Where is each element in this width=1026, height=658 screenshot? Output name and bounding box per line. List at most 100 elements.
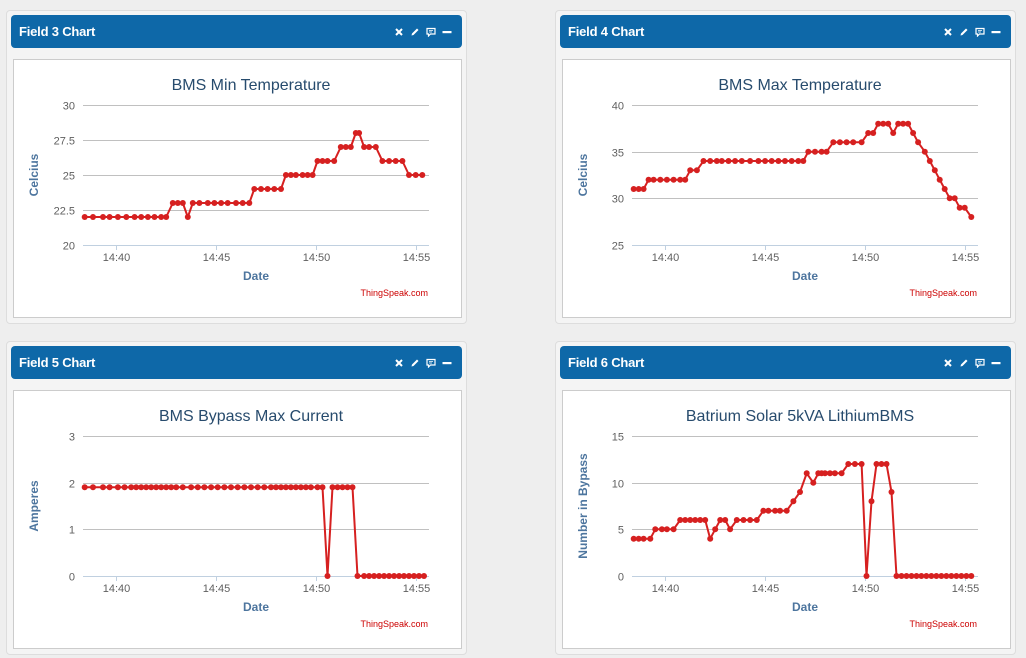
data-point[interactable] bbox=[936, 176, 943, 183]
data-point[interactable] bbox=[158, 484, 165, 491]
data-point[interactable] bbox=[251, 186, 258, 192]
data-point[interactable] bbox=[419, 172, 426, 178]
data-point[interactable] bbox=[943, 573, 950, 579]
data-point[interactable] bbox=[677, 517, 684, 523]
data-point[interactable] bbox=[258, 186, 264, 192]
data-point[interactable] bbox=[179, 484, 186, 491]
data-point[interactable] bbox=[214, 484, 221, 491]
data-point[interactable] bbox=[314, 484, 321, 491]
data-point[interactable] bbox=[324, 573, 331, 579]
data-point[interactable] bbox=[261, 484, 268, 491]
data-point[interactable] bbox=[396, 573, 403, 579]
data-point[interactable] bbox=[163, 214, 170, 220]
data-point[interactable] bbox=[707, 535, 714, 542]
data-point[interactable] bbox=[658, 526, 665, 533]
data-point[interactable] bbox=[732, 158, 739, 164]
data-point[interactable] bbox=[888, 489, 895, 495]
data-point[interactable] bbox=[81, 484, 88, 491]
data-point[interactable] bbox=[386, 158, 393, 164]
data-point[interactable] bbox=[131, 214, 138, 220]
data-point[interactable] bbox=[858, 139, 865, 146]
data-point[interactable] bbox=[196, 200, 203, 206]
data-point[interactable] bbox=[630, 186, 637, 192]
data-point[interactable] bbox=[713, 158, 720, 164]
data-point[interactable] bbox=[951, 195, 958, 202]
data-point[interactable] bbox=[870, 130, 877, 136]
data-point[interactable] bbox=[635, 186, 642, 192]
edit-icon[interactable] bbox=[959, 358, 969, 368]
data-point[interactable] bbox=[386, 573, 393, 579]
data-point[interactable] bbox=[208, 484, 215, 491]
data-point[interactable] bbox=[747, 517, 754, 523]
data-point[interactable] bbox=[915, 139, 922, 146]
data-point[interactable] bbox=[194, 484, 201, 491]
data-point[interactable] bbox=[406, 573, 412, 579]
data-point[interactable] bbox=[344, 484, 351, 491]
data-point[interactable] bbox=[910, 130, 917, 136]
data-point[interactable] bbox=[114, 484, 121, 491]
credit-link[interactable]: ThingSpeak.com bbox=[909, 288, 977, 298]
data-point[interactable] bbox=[144, 214, 151, 220]
data-point[interactable] bbox=[273, 484, 279, 491]
data-point[interactable] bbox=[878, 461, 885, 467]
data-point[interactable] bbox=[248, 484, 254, 491]
data-point[interactable] bbox=[760, 507, 767, 514]
data-point[interactable] bbox=[772, 507, 779, 514]
data-point[interactable] bbox=[163, 484, 170, 491]
data-point[interactable] bbox=[391, 573, 398, 579]
data-point[interactable] bbox=[885, 120, 892, 127]
data-point[interactable] bbox=[100, 484, 106, 491]
data-point[interactable] bbox=[356, 130, 363, 136]
data-point[interactable] bbox=[926, 158, 933, 164]
data-point[interactable] bbox=[941, 186, 948, 192]
data-point[interactable] bbox=[347, 144, 354, 150]
data-point[interactable] bbox=[702, 517, 709, 523]
data-point[interactable] bbox=[755, 158, 762, 164]
data-point[interactable] bbox=[188, 484, 195, 491]
data-point[interactable] bbox=[790, 498, 797, 505]
data-point[interactable] bbox=[106, 214, 113, 220]
data-point[interactable] bbox=[868, 498, 875, 505]
data-point[interactable] bbox=[399, 158, 406, 164]
data-point[interactable] bbox=[254, 484, 261, 491]
data-point[interactable] bbox=[90, 214, 96, 220]
data-point[interactable] bbox=[948, 573, 955, 579]
data-point[interactable] bbox=[827, 470, 833, 477]
data-point[interactable] bbox=[635, 535, 642, 542]
minimize-icon[interactable] bbox=[991, 358, 1001, 368]
data-point[interactable] bbox=[697, 517, 704, 523]
data-point[interactable] bbox=[421, 573, 427, 579]
data-point[interactable] bbox=[173, 484, 180, 491]
data-point[interactable] bbox=[297, 484, 304, 491]
data-point[interactable] bbox=[810, 479, 817, 486]
data-point[interactable] bbox=[845, 461, 852, 467]
data-point[interactable] bbox=[174, 200, 181, 206]
data-point[interactable] bbox=[831, 470, 838, 477]
data-point[interactable] bbox=[893, 573, 900, 579]
data-point[interactable] bbox=[339, 484, 346, 491]
data-point[interactable] bbox=[843, 139, 850, 146]
data-point[interactable] bbox=[663, 526, 670, 533]
data-point[interactable] bbox=[264, 186, 271, 192]
data-point[interactable] bbox=[898, 573, 905, 579]
data-point[interactable] bbox=[128, 484, 135, 491]
data-point[interactable] bbox=[106, 484, 113, 491]
data-point[interactable] bbox=[392, 158, 399, 164]
data-point[interactable] bbox=[687, 167, 694, 174]
data-point[interactable] bbox=[204, 200, 211, 206]
data-point[interactable] bbox=[158, 214, 165, 220]
data-point[interactable] bbox=[319, 158, 326, 164]
data-point[interactable] bbox=[292, 484, 299, 491]
data-point[interactable] bbox=[782, 158, 788, 164]
data-point[interactable] bbox=[873, 461, 880, 467]
data-point[interactable] bbox=[411, 573, 417, 579]
data-point[interactable] bbox=[928, 573, 935, 579]
data-point[interactable] bbox=[630, 535, 637, 542]
data-point[interactable] bbox=[722, 517, 729, 523]
data-point[interactable] bbox=[863, 573, 870, 579]
data-point[interactable] bbox=[366, 144, 373, 150]
data-point[interactable] bbox=[747, 158, 754, 164]
data-point[interactable] bbox=[812, 148, 818, 155]
data-point[interactable] bbox=[803, 470, 810, 477]
data-point[interactable] bbox=[657, 176, 664, 183]
